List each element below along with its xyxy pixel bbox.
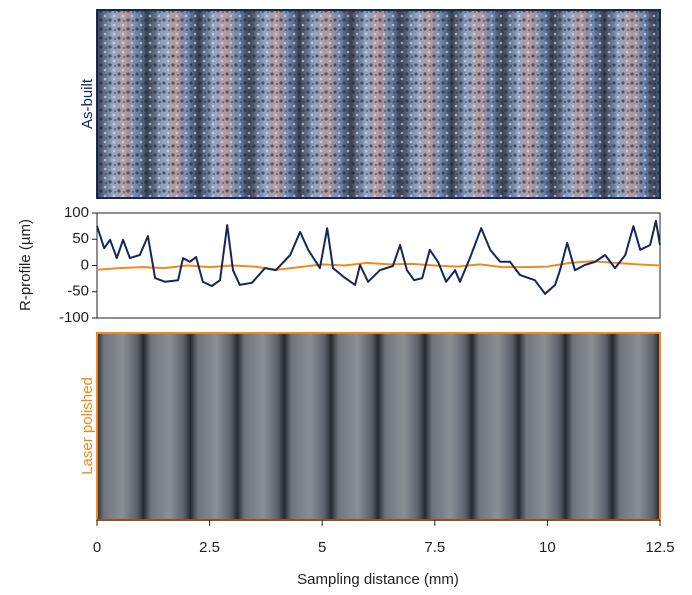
y-tick-label: 50 bbox=[72, 230, 89, 247]
series-line bbox=[96, 260, 661, 271]
y-tick-label: -50 bbox=[67, 283, 89, 300]
panel-label: Laser polished bbox=[79, 377, 96, 475]
x-tick-label: 10 bbox=[539, 539, 556, 556]
y-tick-label: 0 bbox=[81, 256, 89, 273]
panel-label: As-built bbox=[79, 78, 96, 129]
laser-polished-image bbox=[96, 332, 661, 521]
x-tick-label: 12.5 bbox=[645, 539, 674, 556]
x-tick-label: 0 bbox=[93, 539, 101, 556]
y-tick-label: 100 bbox=[64, 204, 89, 221]
x-tick-label: 2.5 bbox=[199, 539, 220, 556]
as-built-frame bbox=[96, 9, 661, 199]
x-axis-label: Sampling distance (mm) bbox=[297, 571, 459, 588]
series-line bbox=[96, 219, 661, 295]
y-axis-label: R-profile (µm) bbox=[17, 219, 34, 311]
y-tick-label: -100 bbox=[59, 309, 89, 326]
x-tick-label: 7.5 bbox=[424, 539, 445, 556]
x-tick-label: 5 bbox=[318, 539, 326, 556]
